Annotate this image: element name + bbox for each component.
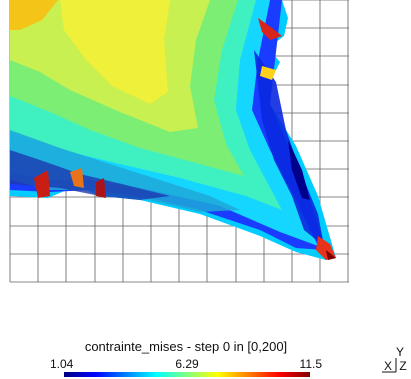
axis-z-label: Z <box>399 359 406 373</box>
axis-y-label: Y <box>396 345 404 359</box>
spot-orange-1 <box>70 168 84 188</box>
spot-red-2 <box>96 178 106 198</box>
stress-field <box>10 0 336 260</box>
spot-hot-right <box>258 18 282 40</box>
color-scale-title: contrainte_mises - step 0 in [0,200] <box>85 339 287 354</box>
color-scale-bar <box>64 372 310 377</box>
band-lower-teal <box>10 130 240 212</box>
color-scale-tick-label: 11.5 <box>300 357 323 371</box>
band-yellow <box>60 0 170 104</box>
spot-hot-right-2 <box>260 66 276 80</box>
color-scale-tick-label: 1.04 <box>50 357 74 371</box>
hotspot-topleft <box>10 0 58 30</box>
color-scale-tick-label: 6.29 <box>175 357 199 371</box>
color-scale-ticks: 1.04 6.29 11.5 <box>50 357 322 371</box>
band-lower-navy <box>10 150 170 200</box>
tip-core <box>326 250 336 260</box>
strip-deep <box>288 140 310 200</box>
axes-triad: Y X Z <box>382 345 407 373</box>
spot-red-1 <box>34 170 50 198</box>
axis-x-label: X <box>384 359 392 373</box>
